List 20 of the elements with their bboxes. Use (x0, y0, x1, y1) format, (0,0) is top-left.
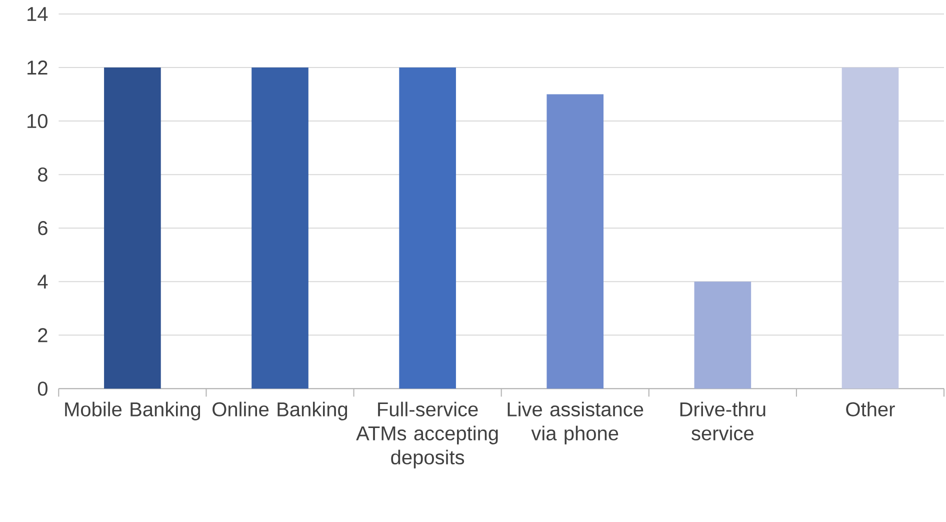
bar (694, 282, 752, 389)
bar (399, 68, 456, 389)
y-tick-label: 14 (28, 7, 48, 21)
y-tick-label: 0 (38, 382, 48, 396)
x-tick-label: Other (846, 402, 895, 416)
x-tick-label: Full-service ATMs accepting deposits (356, 402, 498, 468)
y-tick-label: 12 (28, 60, 48, 75)
y-tick-label: 8 (38, 167, 48, 182)
bar (546, 94, 604, 389)
y-tick-label: 10 (28, 114, 48, 128)
y-tick-label: 2 (38, 328, 48, 342)
x-tick-label: Online Banking (212, 402, 348, 420)
x-tick-label: Mobile Banking (65, 402, 200, 420)
x-tick-label: Live assistance via phone (508, 402, 644, 444)
bar (842, 68, 899, 389)
y-tick-label: 4 (38, 274, 48, 288)
y-tick-label: 6 (38, 221, 48, 236)
x-tick-label: Drive-thru service (680, 402, 766, 440)
bar (252, 68, 308, 389)
bar (104, 68, 161, 389)
